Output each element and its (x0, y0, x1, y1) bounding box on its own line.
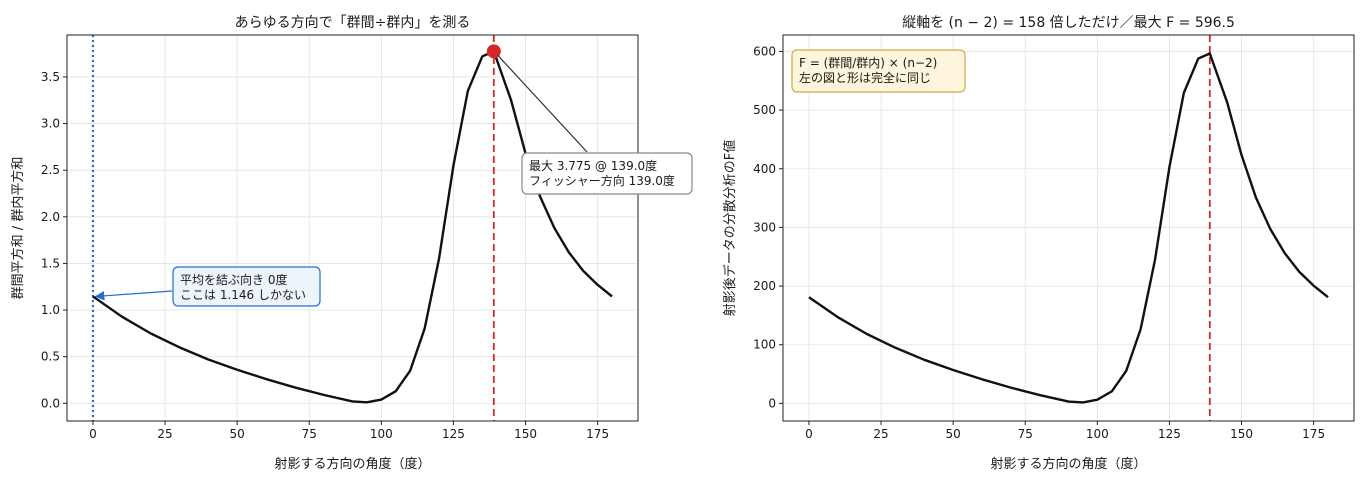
y-tick-label: 1.0 (41, 303, 60, 317)
note-text: F = (群間/群内) × (n−2) (799, 56, 937, 70)
y-tick-label: 3.0 (41, 117, 60, 131)
x-axis-label: 射影する方向の角度（度） (274, 456, 430, 472)
annotation-box (172, 266, 321, 307)
x-tick-label: 0 (89, 427, 97, 441)
x-tick-label: 50 (230, 427, 245, 441)
x-axis-label: 射影する方向の角度（度） (990, 456, 1146, 472)
formula-note: F = (群間/群内) × (n−2)左の図と形は完全に同じ (791, 49, 966, 93)
note-text: 左の図と形は完全に同じ (799, 70, 931, 85)
y-tick-label: 3.5 (41, 70, 60, 84)
annotation-text: 平均を結ぶ向き 0度 (180, 272, 287, 287)
x-tick-label: 75 (1018, 427, 1033, 441)
annotation-text: 最大 3.775 @ 139.0度 (529, 158, 657, 173)
annotation-text: ここは 1.146 しかない (180, 288, 306, 302)
series-line (808, 52, 1329, 404)
y-tick-label: 0.0 (41, 396, 60, 410)
y-tick-label: 200 (753, 279, 776, 293)
x-tick-label: 150 (514, 427, 537, 441)
y-tick-label: 1.5 (41, 256, 60, 270)
x-tick-label: 175 (1302, 427, 1325, 441)
y-tick-label: 300 (753, 220, 776, 234)
x-tick-label: 125 (1158, 427, 1181, 441)
annotation-arrow (94, 290, 173, 301)
x-tick-label: 25 (873, 427, 888, 441)
series-line (92, 50, 613, 404)
x-tick-label: 125 (442, 427, 465, 441)
chart-title: あらゆる方向で「群間÷群内」を測る (235, 15, 471, 31)
y-tick-label: 2.0 (41, 210, 60, 224)
x-tick-label: 0 (805, 427, 813, 441)
chart-panel-1: 0 25 50 75 100 125 150 175 0.0 0.5 1.0 1.5 2.0 2.5 3.0… (10, 15, 693, 472)
x-tick-label: 75 (302, 427, 317, 441)
y-tick-label: 100 (753, 338, 776, 352)
annotation-box (521, 152, 693, 195)
max-marker (486, 44, 501, 59)
plot-frame (782, 34, 1355, 422)
note-box (791, 49, 966, 93)
x-tick-label: 50 (946, 427, 961, 441)
x-tick-label: 25 (157, 427, 172, 441)
x-tick-label: 150 (1230, 427, 1253, 441)
x-tick-label: 100 (1086, 427, 1109, 441)
y-tick-label: 600 (753, 44, 776, 58)
annotation-connector (497, 54, 588, 153)
y-tick-label: 0 (768, 396, 776, 410)
y-tick-label: 0.5 (41, 350, 60, 364)
plot-frame (66, 34, 639, 422)
y-tick-label: 400 (753, 162, 776, 176)
y-axis-label: 射影後データの分散分析のF値 (722, 140, 738, 316)
y-axis-label: 群間平方和 / 群内平方和 (10, 157, 26, 300)
y-tick-label: 2.5 (41, 163, 60, 177)
x-tick-label: 175 (586, 427, 609, 441)
chart-panel-2: 0 25 50 75 100 125 150 175 0 100 200 300 400 500 600 縦軸… (722, 15, 1355, 472)
x-tick-label: 100 (370, 427, 393, 441)
y-tick-label: 500 (753, 103, 776, 117)
annotation-text: フィッシャー方向 139.0度 (529, 173, 675, 188)
chart-title: 縦軸を (n − 2) = 158 倍しただけ／最大 F = 596.5 (902, 15, 1235, 31)
